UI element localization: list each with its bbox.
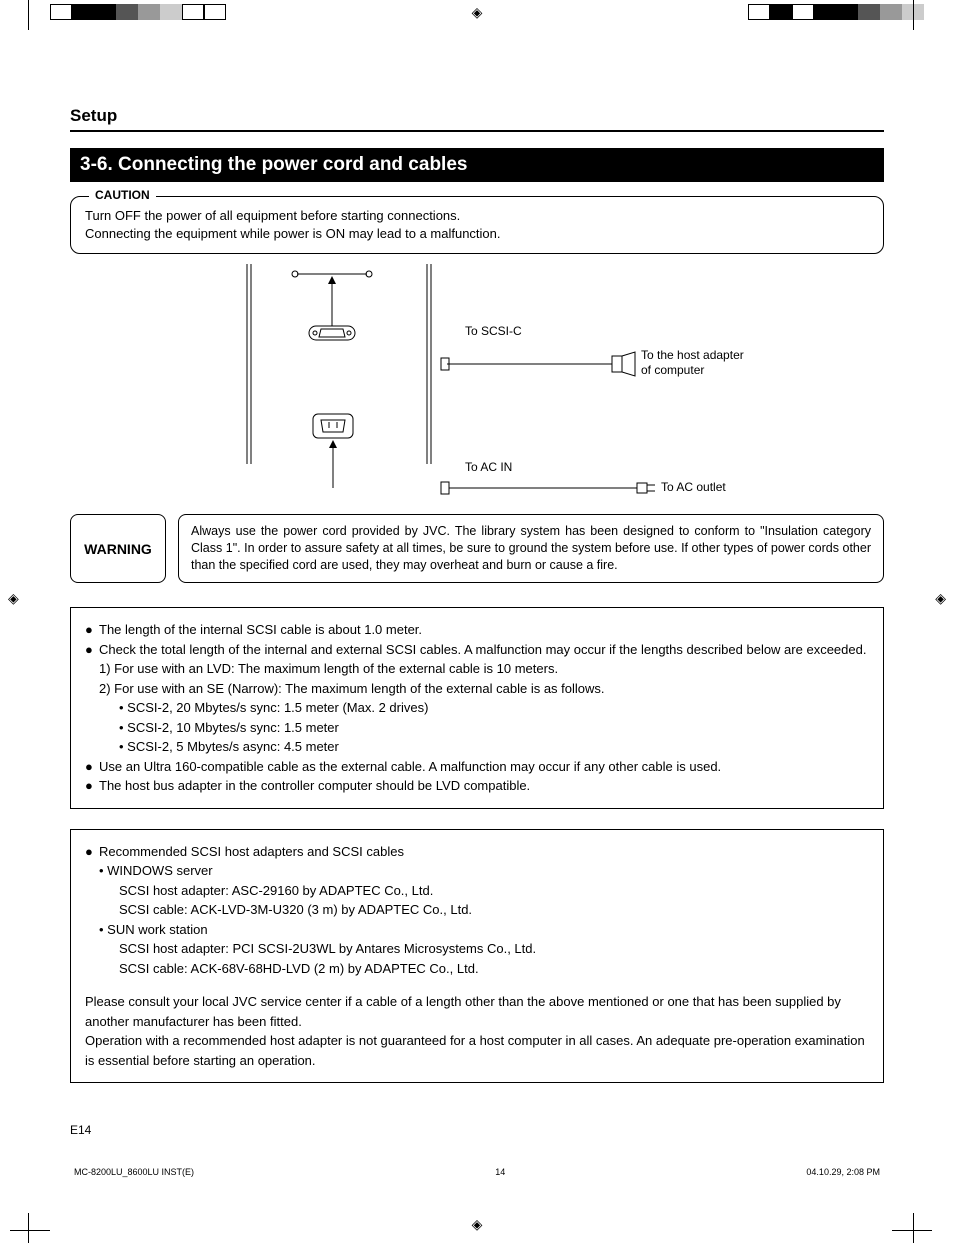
- rec-sun-cable: SCSI cable: ACK-68V-68HD-LVD (2 m) by AD…: [85, 959, 869, 979]
- rec-p2: Operation with a recommended host adapte…: [85, 1031, 869, 1070]
- warning-text: Always use the power cord provided by JV…: [178, 514, 884, 583]
- scsi-b1: The length of the internal SCSI cable is…: [99, 620, 422, 640]
- scsi-n1: 1) For use with an LVD: The maximum leng…: [85, 659, 869, 679]
- scsi-s1: • SCSI-2, 20 Mbytes/s sync: 1.5 meter (M…: [85, 698, 869, 718]
- registration-mark-top-icon: ◈: [472, 4, 483, 21]
- rec-title: Recommended SCSI host adapters and SCSI …: [99, 842, 404, 862]
- caution-body: Turn OFF the power of all equipment befo…: [85, 207, 869, 243]
- caution-label: CAUTION: [89, 188, 156, 202]
- label-to-ac-in: To AC IN: [465, 460, 512, 474]
- rec-sun-h: • SUN work station: [85, 920, 869, 940]
- color-bar-right: [748, 4, 924, 20]
- scsi-s2: • SCSI-2, 10 Mbytes/s sync: 1.5 meter: [85, 718, 869, 738]
- label-to-host: To the host adapter of computer: [641, 348, 751, 377]
- page-content: Setup 3-6. Connecting the power cord and…: [0, 26, 954, 1217]
- section-title: 3-6. Connecting the power cord and cable…: [70, 148, 884, 182]
- footer-doc-id: MC-8200LU_8600LU INST(E): [74, 1167, 194, 1177]
- rec-win-adapter: SCSI host adapter: ASC-29160 by ADAPTEC …: [85, 881, 869, 901]
- scsi-b4: The host bus adapter in the controller c…: [99, 776, 530, 796]
- scsi-n2: 2) For use with an SE (Narrow): The maxi…: [85, 679, 869, 699]
- scsi-s3: • SCSI-2, 5 Mbytes/s async: 4.5 meter: [85, 737, 869, 757]
- footer-timestamp: 04.10.29, 2:08 PM: [806, 1167, 880, 1177]
- setup-heading: Setup: [70, 106, 884, 132]
- print-marks-top: ◈: [0, 0, 954, 26]
- label-to-scsi-c: To SCSI-C: [465, 324, 522, 338]
- caution-line1: Turn OFF the power of all equipment befo…: [85, 207, 869, 225]
- scsi-b3: Use an Ultra 160-compatible cable as the…: [99, 757, 721, 777]
- caution-box: CAUTION Turn OFF the power of all equipm…: [70, 196, 884, 254]
- label-to-ac-outlet: To AC outlet: [661, 480, 726, 494]
- print-marks-bottom: [0, 1217, 954, 1243]
- recommended-box: ●Recommended SCSI host adapters and SCSI…: [70, 829, 884, 1084]
- rec-p1: Please consult your local JVC service ce…: [85, 992, 869, 1031]
- footer-meta: MC-8200LU_8600LU INST(E) 14 04.10.29, 2:…: [70, 1167, 884, 1177]
- page-number: E14: [70, 1123, 884, 1137]
- caution-line2: Connecting the equipment while power is …: [85, 225, 869, 243]
- scsi-b2: Check the total length of the internal a…: [99, 640, 866, 660]
- rec-win-cable: SCSI cable: ACK-LVD-3M-U320 (3 m) by ADA…: [85, 900, 869, 920]
- warning-label: WARNING: [70, 514, 166, 583]
- rec-sun-adapter: SCSI host adapter: PCI SCSI-2U3WL by Ant…: [85, 939, 869, 959]
- footer-sheet: 14: [495, 1167, 505, 1177]
- rec-win-h: • WINDOWS server: [85, 861, 869, 881]
- warning-row: WARNING Always use the power cord provid…: [70, 514, 884, 583]
- color-bar-left: [50, 4, 226, 20]
- scsi-info-box: ●The length of the internal SCSI cable i…: [70, 607, 884, 809]
- connection-diagram: To SCSI-C To the host adapter of compute…: [217, 264, 737, 504]
